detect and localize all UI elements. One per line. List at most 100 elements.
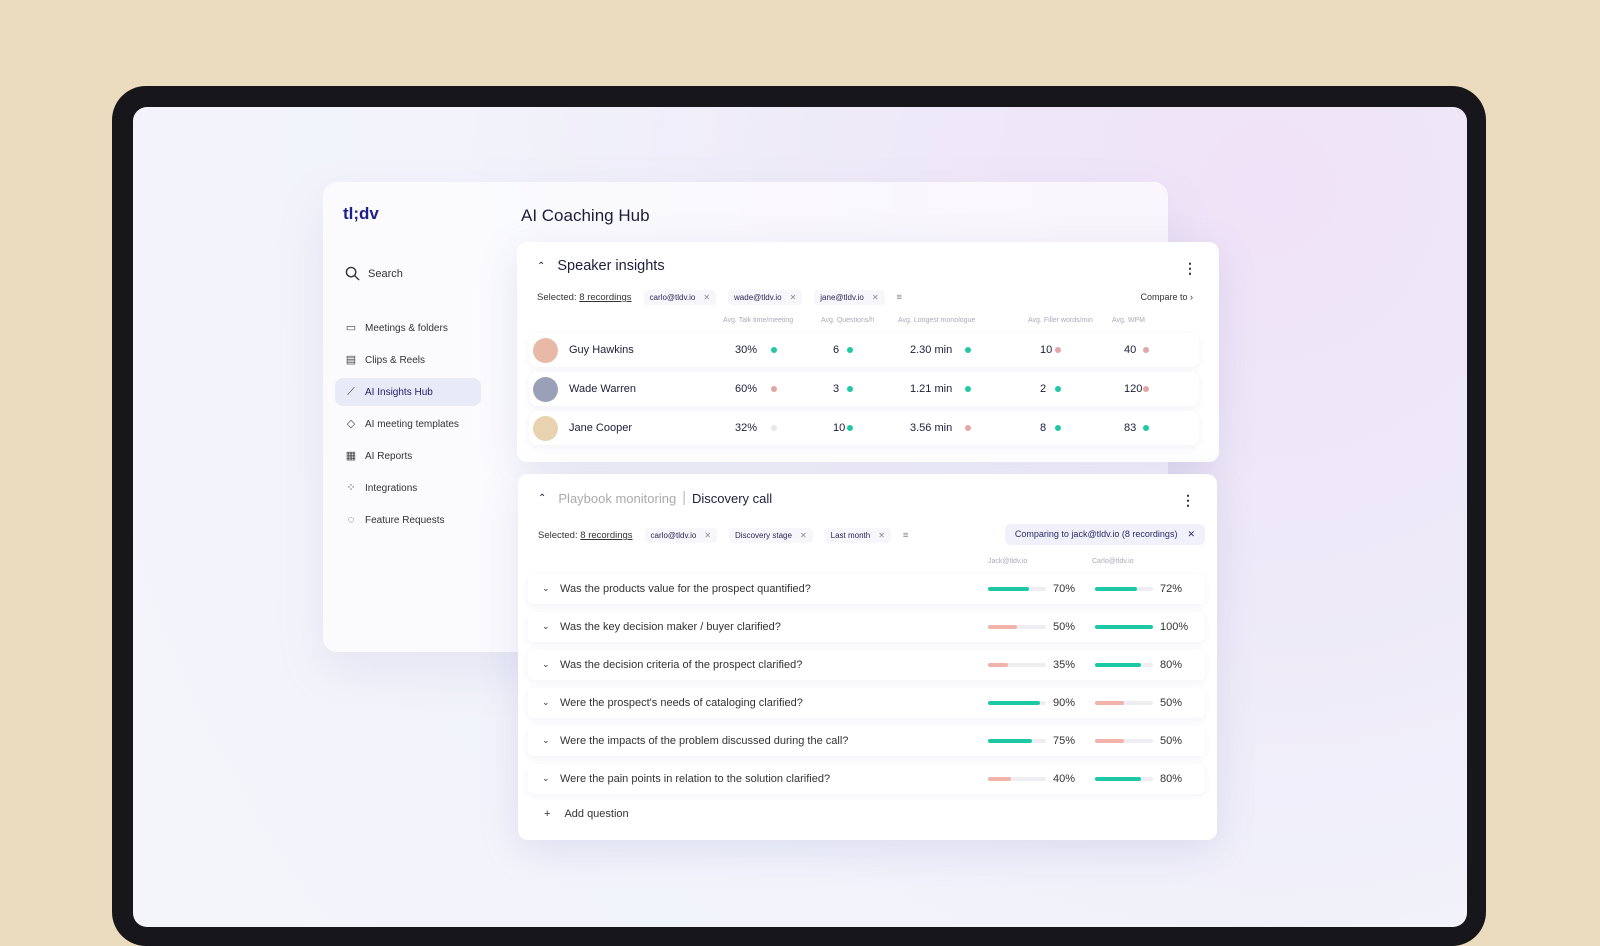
question-text: Was the decision criteria of the prospec… — [560, 659, 803, 671]
progress-bar — [988, 587, 1046, 591]
metric-value: 120 — [1124, 383, 1143, 395]
more-icon[interactable]: ⋮ — [1181, 492, 1195, 508]
chip-label: carlo@tldv.io — [650, 531, 697, 540]
speaker-insights-card: ⌃ Speaker insights ⋮ Selected: 8 recordin… — [517, 242, 1219, 462]
question-row[interactable]: ⌄ Was the key decision maker / buyer clar… — [528, 612, 1205, 642]
status-dot — [965, 347, 971, 353]
status-dot — [1055, 425, 1061, 431]
filter-chip[interactable]: jane@tldv.io ✕ — [814, 290, 885, 305]
progress-bar — [988, 701, 1046, 705]
speaker-name: Wade Warren — [569, 383, 637, 395]
filter-icon[interactable]: ≡ — [896, 292, 903, 303]
filter-chip[interactable]: carlo@tldv.io ✕ — [644, 528, 718, 543]
more-icon[interactable]: ⋮ — [1183, 260, 1197, 276]
table-row[interactable]: Jane Cooper 32% 10 3.56 min 8 83 — [529, 411, 1199, 445]
sidebar-item[interactable]: ▭ Meetings & folders — [335, 314, 481, 342]
selected-label: Selected: — [537, 292, 577, 303]
progress-bar — [988, 739, 1046, 743]
percent-value: 40% — [1053, 773, 1076, 785]
sidebar-item-label: Feature Requests — [365, 514, 445, 526]
metric-value: 10 — [833, 422, 846, 434]
question-row[interactable]: ⌄ Were the impacts of the problem discuss… — [528, 726, 1205, 756]
sidebar-item-label: Meetings & folders — [365, 322, 448, 334]
selected-label: Selected: — [538, 530, 578, 541]
metric-value: 60% — [735, 383, 758, 395]
column-header: Avg. Talk time/meeting — [723, 317, 794, 324]
speaker-name: Jane Cooper — [569, 422, 632, 434]
report-icon: ▦ — [345, 450, 357, 462]
sidebar-item[interactable]: ◌ Feature Requests — [335, 506, 481, 534]
question-row[interactable]: ⌄ Were the prospect's needs of cataloging… — [528, 688, 1205, 718]
sidebar-item-label: AI meeting templates — [365, 418, 459, 430]
avatar — [533, 338, 558, 363]
percent-value: 72% — [1160, 583, 1183, 595]
metric-value: 3.56 min — [910, 422, 953, 434]
progress-bar — [1095, 701, 1153, 705]
card-title: Discovery call — [691, 490, 773, 506]
question-row[interactable]: ⌄ Was the decision criteria of the prospe… — [528, 650, 1205, 680]
bulb-icon: ◌ — [347, 514, 355, 526]
sidebar-item-label: Integrations — [365, 482, 418, 494]
search-icon — [345, 266, 360, 281]
collapse-icon[interactable]: ⌃ — [538, 492, 547, 504]
status-dot — [847, 347, 853, 353]
question-text: Were the impacts of the problem discusse… — [560, 735, 849, 747]
compare-label: Compare to — [1140, 292, 1188, 302]
page-title: AI Coaching Hub — [521, 206, 650, 225]
sidebar-item[interactable]: ⁘ Integrations — [335, 474, 481, 502]
status-dot — [847, 425, 853, 431]
question-text: Was the key decision maker / buyer clari… — [560, 621, 781, 633]
chip-label: Last month — [830, 531, 871, 540]
close-icon[interactable]: ✕ — [871, 293, 879, 302]
chevron-down-icon[interactable]: ⌄ — [542, 697, 550, 707]
add-question-button[interactable]: + Add question — [544, 808, 629, 820]
chip-label: jane@tldv.io — [820, 293, 864, 302]
column-header: Avg. Filler words/min — [1028, 317, 1093, 324]
recordings-link[interactable]: 8 recordings — [579, 292, 632, 303]
chevron-down-icon[interactable]: ⌄ — [542, 773, 550, 783]
close-icon[interactable]: ✕ — [704, 531, 712, 540]
percent-value: 70% — [1053, 583, 1076, 595]
search-input[interactable]: Search — [345, 266, 403, 281]
chevron-down-icon[interactable]: ⌄ — [542, 583, 550, 593]
chevron-down-icon[interactable]: ⌄ — [542, 659, 550, 669]
comparing-chip[interactable]: Comparing to jack@tldv.io (8 recordings)… — [1004, 524, 1205, 545]
playbook-card: ⌃ Playbook monitoring | Discovery call ⋮ Se… — [518, 474, 1217, 840]
sidebar-item[interactable]: ◇ AI meeting templates — [335, 410, 481, 438]
screen: tl;dv AI Coaching Hub Search ▭ Meetings &… — [133, 107, 1467, 927]
sidebar-item[interactable]: ▤ Clips & Reels — [335, 346, 481, 374]
grid-icon: ⁘ — [346, 482, 356, 494]
avatar — [533, 377, 558, 402]
close-icon[interactable]: ✕ — [799, 531, 807, 540]
progress-bar — [988, 663, 1046, 667]
close-icon[interactable]: ✕ — [1187, 529, 1195, 539]
column-header: Avg. Questions/h — [821, 317, 875, 324]
close-icon[interactable]: ✕ — [878, 531, 885, 540]
filter-icon[interactable]: ≡ — [902, 530, 909, 541]
chevron-down-icon[interactable]: ⌄ — [542, 735, 550, 745]
filter-chip[interactable]: Last month ✕ — [824, 528, 891, 543]
question-row[interactable]: ⌄ Was the products value for the prospect… — [528, 574, 1205, 604]
question-text: Was the products value for the prospect … — [560, 583, 811, 595]
chevron-down-icon[interactable]: ⌄ — [542, 621, 550, 631]
recordings-link[interactable]: 8 recordings — [580, 530, 633, 541]
sidebar-item[interactable]: ▦ AI Reports — [335, 442, 481, 470]
logo: tl;dv — [343, 204, 379, 223]
collapse-icon[interactable]: ⌃ — [537, 260, 546, 272]
comparing-label: Comparing to jack@tldv.io (8 recordings) — [1014, 529, 1178, 539]
table-row[interactable]: Guy Hawkins 30% 6 2.30 min 10 40 — [529, 333, 1199, 367]
filter-chip[interactable]: Discovery stage ✕ — [729, 528, 813, 543]
sidebar-item[interactable]: ⟋ AI Insights Hub — [335, 378, 481, 406]
compare-to-button[interactable]: Compare to › — [1140, 292, 1193, 302]
trend-icon: ⟋ — [347, 386, 355, 398]
status-dot — [771, 425, 777, 431]
video-icon: ▭ — [345, 322, 357, 334]
percent-value: 50% — [1160, 735, 1183, 747]
status-dot — [1055, 386, 1061, 392]
filter-chip[interactable]: carlo@tldv.io ✕ — [643, 290, 717, 305]
close-icon[interactable]: ✕ — [789, 293, 797, 302]
question-row[interactable]: ⌄ Were the pain points in relation to the… — [528, 764, 1205, 794]
close-icon[interactable]: ✕ — [703, 293, 711, 302]
filter-chip[interactable]: wade@tldv.io ✕ — [728, 290, 803, 305]
table-row[interactable]: Wade Warren 60% 3 1.21 min 2 120 — [529, 372, 1199, 406]
